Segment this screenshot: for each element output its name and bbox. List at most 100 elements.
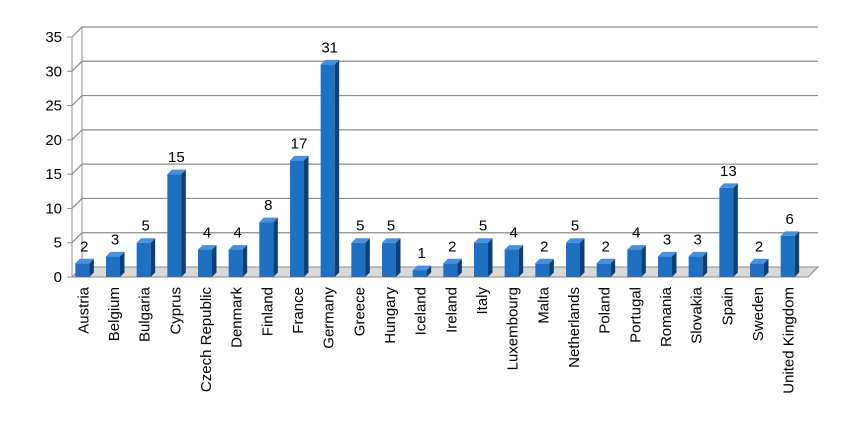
data-label: 2: [448, 238, 456, 255]
bar-side: [549, 258, 554, 277]
data-label: 6: [785, 211, 793, 228]
bar: [351, 238, 370, 277]
bar-top: [596, 258, 616, 264]
data-label: 2: [601, 238, 609, 255]
x-category-label: Malta: [535, 286, 552, 323]
data-label: 3: [663, 231, 671, 248]
y-tick-label: 10: [45, 200, 62, 217]
y-tick-label: 5: [54, 235, 62, 252]
bar-side: [426, 265, 432, 277]
x-category-label: Bulgaria: [137, 286, 154, 342]
bar: [259, 217, 278, 277]
bar-side: [488, 238, 493, 277]
bar-front: [167, 174, 182, 277]
data-label: 5: [571, 218, 579, 235]
bar-front: [136, 242, 151, 277]
bar-top: [658, 251, 677, 257]
bar-top: [228, 245, 248, 250]
y-tick-label: 15: [45, 166, 62, 183]
bar-top: [106, 251, 125, 257]
bar-front: [474, 242, 488, 277]
data-label: 5: [141, 218, 149, 235]
y-tick-label: 0: [54, 269, 62, 286]
bar-top: [259, 217, 278, 223]
bar-top: [780, 231, 800, 236]
y-tick-label: 30: [45, 63, 62, 80]
bar: [719, 183, 738, 277]
data-label: 5: [387, 218, 395, 235]
x-category-label: Belgium: [106, 287, 123, 341]
data-label: 4: [509, 225, 517, 242]
bar-top: [75, 258, 94, 264]
gridline: [71, 60, 818, 72]
x-category-label: Denmark: [229, 287, 246, 348]
data-label: 5: [356, 218, 364, 235]
data-label: 1: [417, 245, 425, 262]
bar-front: [198, 249, 212, 277]
bar-front: [443, 263, 458, 277]
bar: [198, 245, 217, 277]
bar-front: [412, 270, 427, 277]
x-category-label: Ireland: [443, 287, 460, 333]
bar-side: [273, 217, 278, 277]
data-label: 2: [540, 238, 548, 255]
bar-front: [688, 256, 703, 277]
data-label: 4: [632, 225, 640, 242]
bar-front: [566, 242, 580, 277]
data-labels: 2 3 5 15 4 4 8 17 31 5 5 1 2 5 4 2 5 2 4 3 3 13 2 6: [80, 39, 794, 262]
bar: [136, 238, 156, 277]
bar-top: [627, 245, 646, 250]
data-label: 31: [321, 39, 338, 56]
bar-side: [212, 245, 217, 277]
bar-top: [688, 251, 708, 257]
x-category-label: Romania: [658, 286, 675, 347]
bar-top: [443, 258, 462, 264]
data-label: 4: [233, 225, 241, 242]
bar-side: [150, 238, 156, 277]
x-category-label: Netherlands: [566, 287, 583, 368]
data-label: 8: [264, 197, 272, 214]
bar-side: [580, 238, 585, 277]
bar: [658, 251, 677, 277]
bar-front: [106, 256, 120, 277]
bar-top: [136, 238, 156, 243]
bar-top: [290, 155, 309, 161]
y-tick-label: 20: [45, 132, 62, 149]
x-category-label: Hungary: [382, 287, 399, 344]
bar-side: [641, 245, 646, 277]
bar-side: [733, 183, 738, 277]
x-category-label: Slovakia: [689, 286, 706, 343]
bar-front: [719, 187, 734, 277]
x-category-label: Czech Republic: [198, 287, 215, 393]
gridline: [71, 26, 818, 38]
gridline: [71, 129, 818, 141]
bar-side: [610, 258, 616, 277]
data-label: 2: [755, 238, 763, 255]
bar-side: [304, 155, 309, 277]
y-tick-label: 35: [45, 29, 62, 46]
bar-top: [566, 238, 585, 243]
bar-side: [672, 251, 677, 277]
x-category-label: Germany: [321, 287, 338, 349]
x-category-label: Cyprus: [167, 287, 184, 335]
bar-front: [627, 249, 642, 277]
bar: [627, 245, 646, 277]
x-category-label: United Kingdom: [781, 287, 798, 394]
data-label: 17: [291, 135, 308, 152]
bar-side: [120, 251, 125, 277]
data-label: 15: [168, 149, 185, 166]
bar-front: [382, 242, 396, 277]
bar-top: [535, 258, 554, 264]
bar-front: [750, 263, 764, 277]
bar-front: [504, 249, 519, 277]
bar-side: [242, 245, 248, 277]
bar-top: [167, 169, 186, 175]
data-label: 4: [203, 225, 211, 242]
bar: [750, 258, 769, 277]
bar-side: [457, 258, 462, 277]
x-category-label: Luxembourg: [505, 287, 522, 370]
bar-top: [198, 245, 217, 250]
bar-side: [518, 245, 524, 277]
bar-top: [504, 245, 524, 250]
bar: [106, 251, 125, 277]
